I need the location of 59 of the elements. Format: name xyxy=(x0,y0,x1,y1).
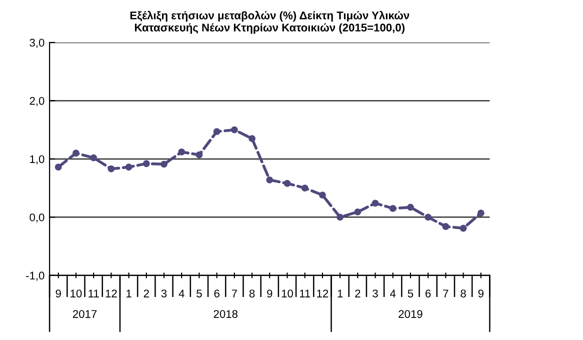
x-tick-label: 11 xyxy=(88,290,99,298)
x-tick-label: 9 xyxy=(56,290,61,298)
text: 2017 xyxy=(72,310,97,318)
text: 2018 xyxy=(214,310,238,318)
point xyxy=(142,160,150,168)
point xyxy=(72,150,80,157)
x-tick-label: 8 xyxy=(249,290,255,298)
x-tick-label: 10 xyxy=(70,290,82,298)
chart-title: Εξέλιξη ετήσιων μεταβολών (%) Δείκτη Τιμών Υλικών Κατασκευής Νέων Κτηρίων Κατοικιών (2015=100,0) xyxy=(130,10,410,34)
x-tick-label: 12 xyxy=(106,290,117,298)
point xyxy=(442,223,450,230)
x-tick-label: 7 xyxy=(443,290,448,298)
point xyxy=(477,210,484,217)
point xyxy=(54,164,62,171)
point xyxy=(196,151,203,158)
y-tick-label: 2,0 xyxy=(30,96,44,106)
text: 2019 xyxy=(398,310,422,318)
point xyxy=(354,208,362,216)
point xyxy=(248,135,256,142)
x-tick-label: 1 xyxy=(338,290,343,298)
x-tick-label: 4 xyxy=(178,290,184,298)
point xyxy=(90,154,98,162)
x-tick-label: 2 xyxy=(355,290,360,298)
x-tick-label: 5 xyxy=(408,290,414,298)
point xyxy=(230,126,238,134)
point xyxy=(213,128,220,136)
x-tick-label: 2 xyxy=(144,290,149,298)
point xyxy=(125,164,132,171)
y-tick-label: -1,0 xyxy=(26,272,44,281)
point xyxy=(372,200,379,207)
point xyxy=(178,148,186,156)
x-tick-label: 10 xyxy=(282,290,293,298)
x-tick-label: 9 xyxy=(267,290,272,298)
point xyxy=(389,204,396,212)
x-tick-label: 8 xyxy=(460,290,466,298)
x-tick-label: 5 xyxy=(196,290,202,298)
point xyxy=(266,176,274,184)
point xyxy=(407,204,414,211)
point xyxy=(108,165,115,172)
point xyxy=(424,214,432,221)
point xyxy=(460,224,467,232)
x-tick-label: 12 xyxy=(317,290,328,298)
x-tick-label: 3 xyxy=(161,290,167,298)
x-tick-label: 6 xyxy=(426,290,431,298)
y-tick-label: 3,0 xyxy=(30,38,44,48)
x-tick-label: 6 xyxy=(214,290,220,298)
y-tick-label: 1,0 xyxy=(30,155,44,164)
x-tick-label: 4 xyxy=(390,290,396,298)
point xyxy=(160,160,168,168)
x-tick-label: 9 xyxy=(478,290,484,298)
x-tick-label: 1 xyxy=(126,290,132,298)
x-tick-label: 11 xyxy=(300,290,310,298)
x-tick-label: 7 xyxy=(232,290,237,298)
point xyxy=(318,192,326,199)
point xyxy=(301,184,308,192)
point xyxy=(336,214,344,221)
y-tick-label: 0,0 xyxy=(30,213,44,223)
x-tick-label: 3 xyxy=(372,290,378,298)
point xyxy=(284,180,291,187)
